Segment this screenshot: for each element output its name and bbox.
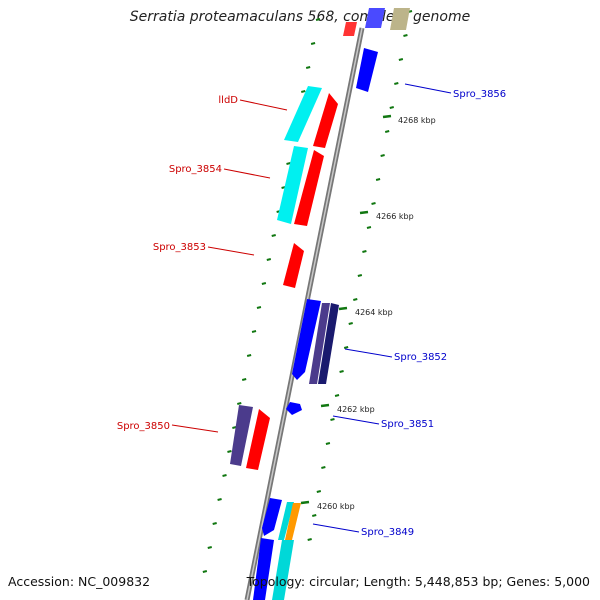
ring-dot [286, 162, 291, 165]
ring-dot [357, 274, 363, 277]
label-leader [332, 415, 380, 425]
ring-dot [334, 394, 340, 397]
label-leader [344, 348, 393, 358]
kbp-tick-labels: 4268 kbp 4266 kbp 4264 kbp 4262 kbp 4260 kbp [300, 114, 436, 511]
ring-dot [261, 282, 267, 285]
ring-dot [222, 474, 227, 477]
ring-dot [380, 154, 385, 157]
gene-label-right: Spro_3849 [361, 527, 414, 538]
ring-dot [371, 202, 376, 205]
gene-block-lldd [277, 86, 338, 226]
label-leader [171, 424, 219, 433]
gene-bottom-blue [253, 538, 274, 600]
partial-gene-top-blue [365, 8, 385, 28]
ring-dot [207, 546, 213, 549]
tick-mark [338, 306, 348, 311]
gene-labels: lldD Spro_3854 Spro_3853 Spro_3850 Spro_3856… [117, 83, 506, 538]
ring-dot [403, 34, 408, 37]
ring-dot [362, 250, 367, 253]
gene-label-right: Spro_3852 [394, 352, 447, 363]
label-leader [223, 168, 271, 179]
gene-label-left: lldD [218, 95, 238, 106]
ring-dot [339, 370, 344, 373]
ring-dot [398, 58, 404, 61]
ring-dot [315, 18, 321, 21]
ring-dot [266, 258, 272, 261]
gene-spro-3851 [286, 402, 302, 415]
ring-dot [348, 322, 353, 325]
ring-dot [343, 346, 349, 349]
ring-dot [366, 226, 372, 229]
gene-label-left: Spro_3853 [153, 242, 206, 253]
ring-dot [246, 354, 252, 357]
tick-mark [320, 403, 330, 408]
partial-gene-top-olive [390, 8, 410, 30]
gene-spro-3849-cyan [278, 502, 294, 540]
ring-dot [217, 498, 222, 501]
ring-dot [384, 130, 390, 133]
ring-dot [325, 442, 331, 445]
gene-block-spro-3852 [292, 299, 339, 384]
gene-label-left: Spro_3850 [117, 421, 170, 432]
gene-lldd-red [313, 93, 338, 148]
gene-spro-3853 [283, 243, 304, 288]
gene-spro-3854-red [294, 150, 324, 226]
ring-dot [321, 466, 326, 469]
gene-spro-3850-purple [230, 405, 253, 466]
ring-dot [353, 298, 358, 301]
ring-dot [241, 378, 247, 381]
gene-spro-3850-red [246, 409, 270, 470]
tick-mark [300, 500, 310, 505]
gene-spro-3849-orange [285, 503, 301, 540]
tick-label: 4266 kbp [376, 212, 414, 221]
right-dotted-ring [307, 10, 413, 541]
ring-dot [212, 522, 217, 525]
ring-dot [271, 234, 276, 237]
partial-gene-top-red [343, 22, 357, 36]
tick-label: 4268 kbp [398, 116, 436, 125]
tick-mark [359, 210, 369, 215]
label-leader [312, 523, 360, 533]
ring-dot [394, 82, 399, 85]
gene-label-right: Spro_3851 [381, 419, 434, 430]
tick-mark [382, 114, 392, 119]
gene-block-spro-3850 [230, 405, 270, 470]
ring-dot [316, 490, 322, 493]
ring-dot [389, 106, 395, 109]
ring-dot [375, 178, 381, 181]
tick-label: 4262 kbp [337, 405, 375, 414]
map-title: Serratia proteamaculans 568, complete ge… [129, 9, 471, 25]
ring-dot [237, 402, 242, 405]
gene-label-left: Spro_3854 [169, 164, 222, 175]
gene-label-right: Spro_3856 [453, 89, 506, 100]
gene-spro-3852-purple [309, 303, 330, 384]
ring-dot [307, 538, 312, 541]
genome-summary-label: Topology: circular; Length: 5,448,853 bp… [246, 574, 590, 589]
accession-label: Accession: NC_009832 [8, 574, 151, 589]
label-leader [207, 246, 255, 256]
gene-spro-3852-navy [318, 303, 339, 384]
label-leader [239, 99, 288, 111]
label-leader [404, 83, 452, 94]
gene-spro-3852-blue [292, 299, 321, 380]
ring-dot [300, 90, 306, 93]
top-features [343, 8, 410, 92]
gene-spro-3849-blue [262, 498, 282, 536]
ring-dot [256, 306, 262, 309]
ring-dot [202, 570, 208, 573]
gene-bottom-cyan [272, 540, 294, 600]
ring-dot [311, 514, 317, 517]
ring-dot [251, 330, 257, 333]
ring-dot [227, 450, 232, 453]
gene-spro-3854-cyan [277, 146, 308, 224]
gene-block-spro-3849 [253, 498, 301, 600]
ring-dot [310, 42, 316, 45]
gene-lldd-cyan [284, 86, 322, 142]
gene-spro-3856-arrow [356, 48, 378, 92]
ring-dot [305, 66, 311, 69]
ring-dot [330, 418, 335, 421]
tick-label: 4260 kbp [317, 502, 355, 511]
tick-label: 4264 kbp [355, 308, 393, 317]
